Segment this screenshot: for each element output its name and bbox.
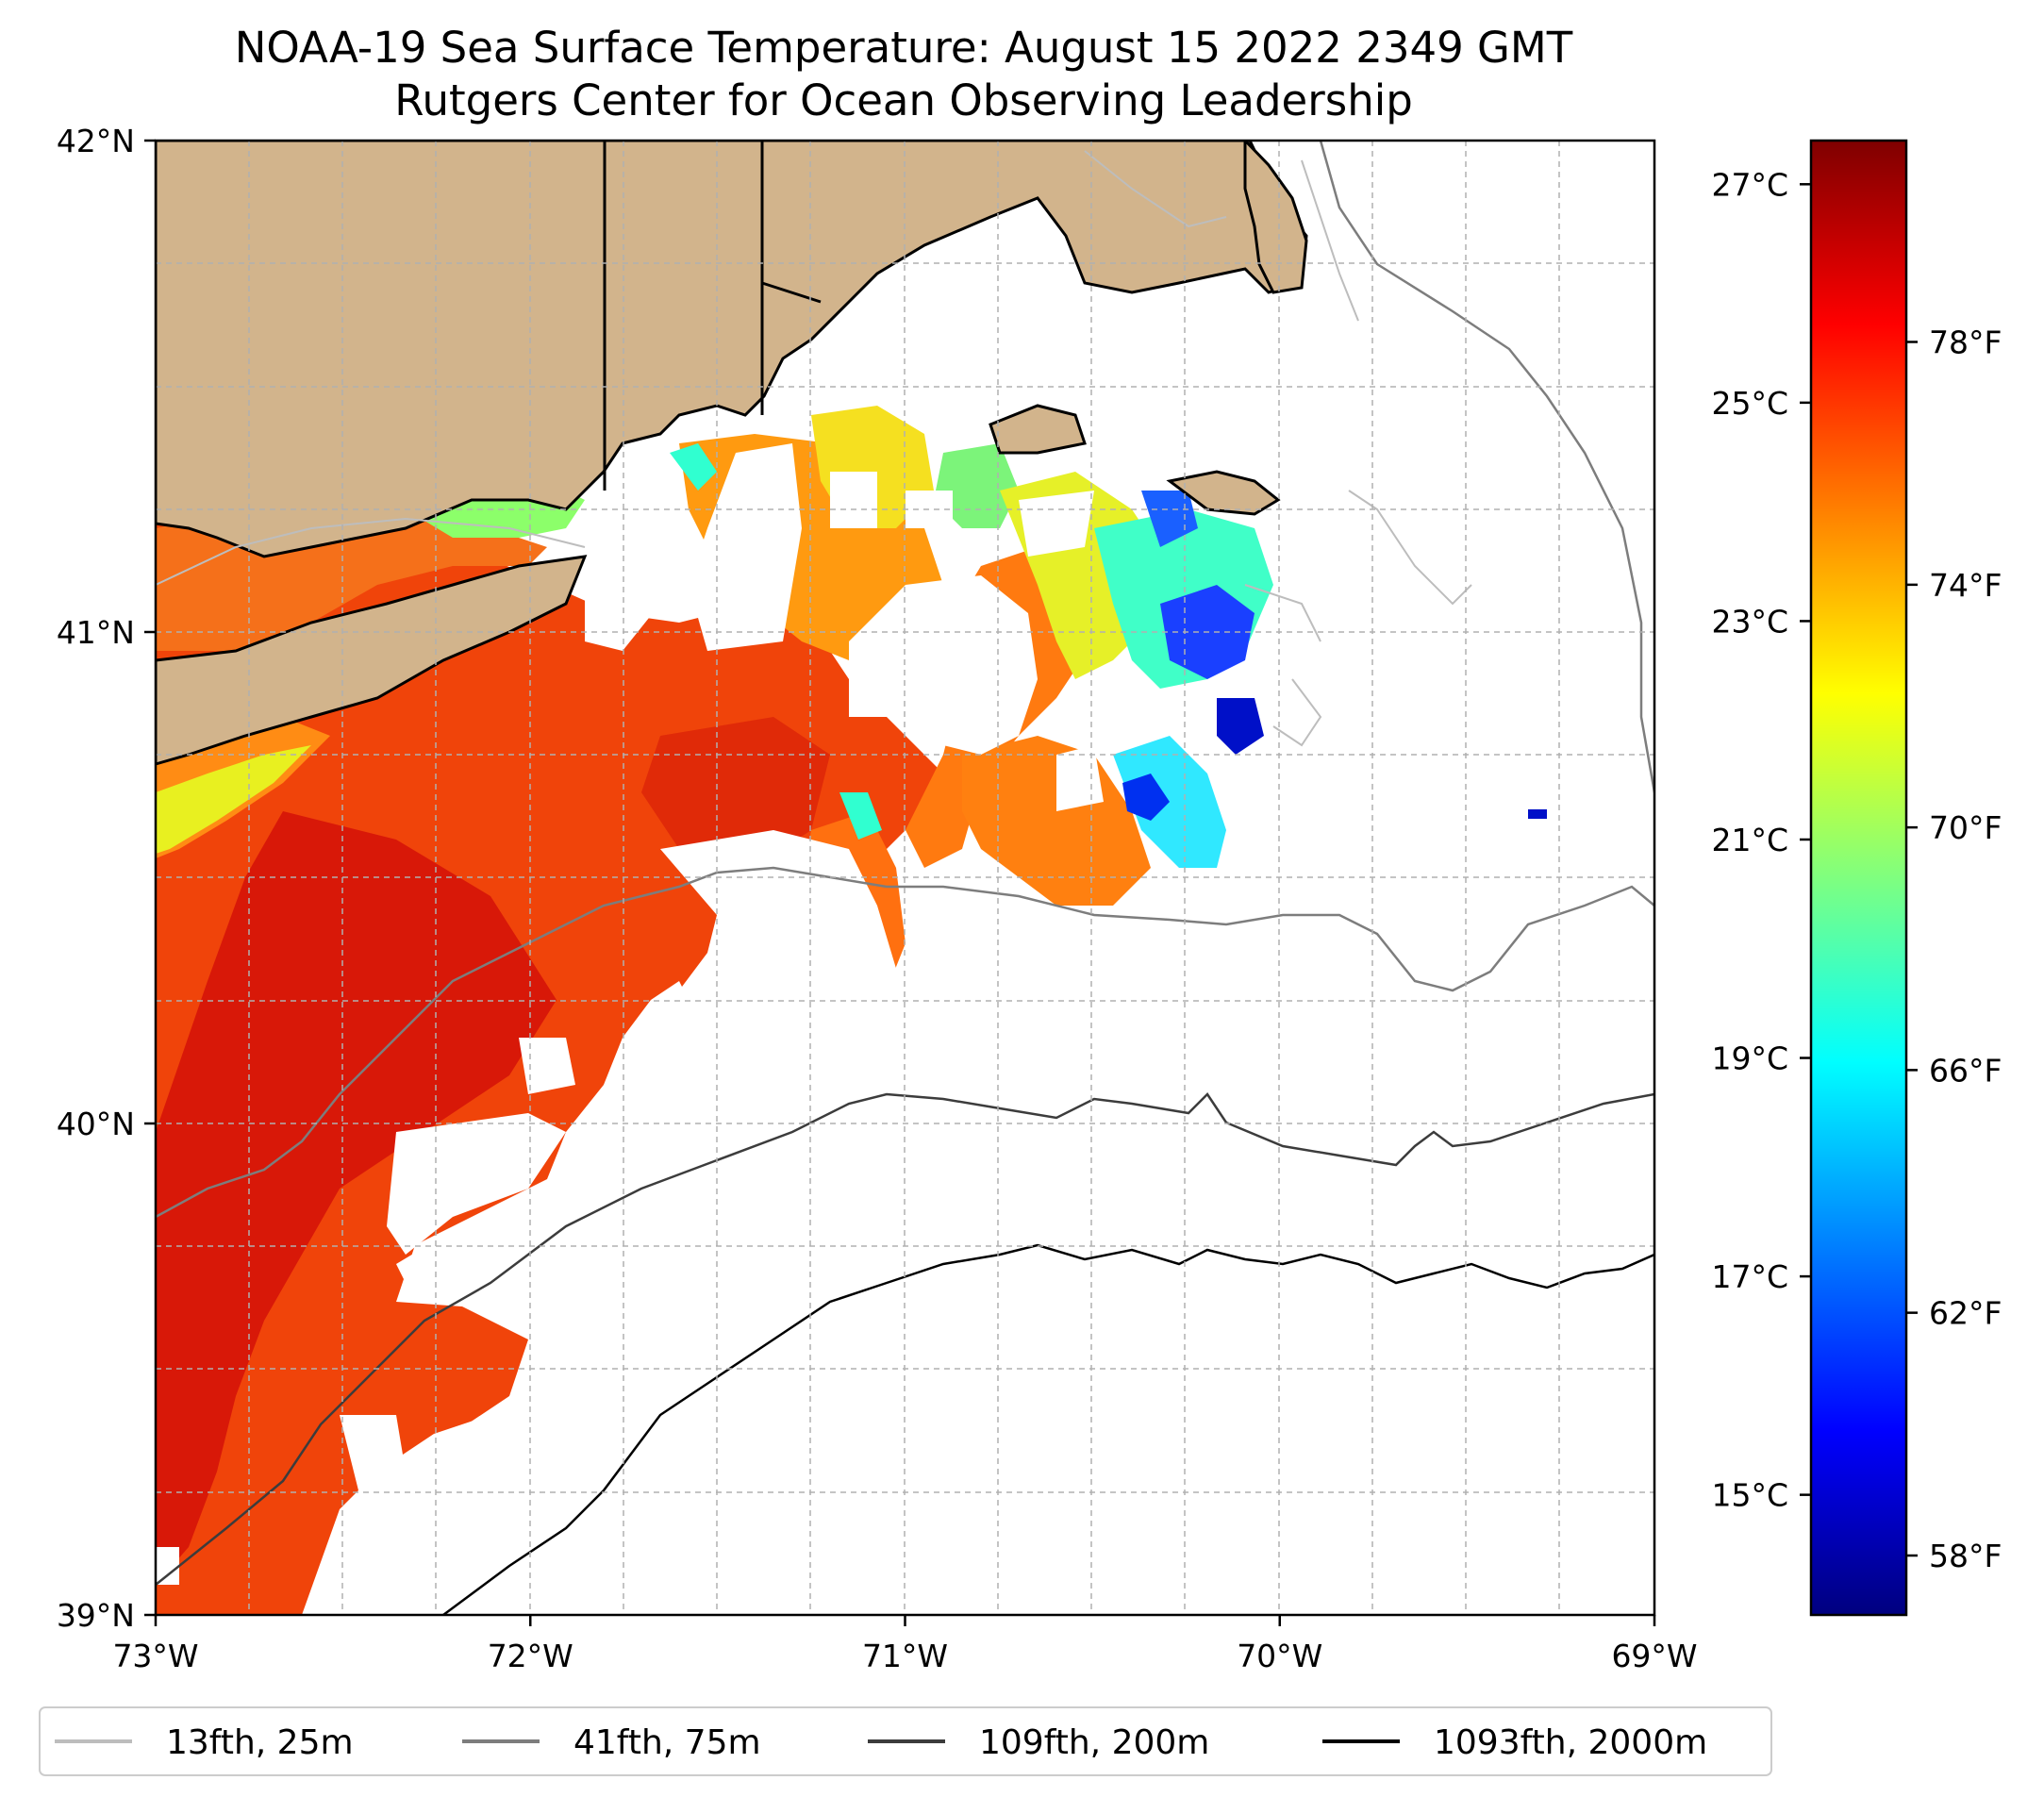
celsius-tick-label: 25°C bbox=[1711, 385, 1788, 422]
celsius-tick-label: 19°C bbox=[1711, 1040, 1788, 1077]
hole-center bbox=[849, 575, 1038, 755]
hole-block-island bbox=[585, 528, 660, 651]
land-cape-cod bbox=[1243, 141, 1308, 294]
fahrenheit-tick-label: 74°F bbox=[1929, 567, 2002, 604]
celsius-tick-label: 17°C bbox=[1711, 1258, 1788, 1295]
celsius-tick-label: 27°C bbox=[1711, 166, 1788, 203]
contour-2000m bbox=[442, 1243, 1654, 1615]
land bbox=[156, 141, 1308, 766]
gridlines bbox=[156, 141, 1654, 1615]
fahrenheit-tick-label: 70°F bbox=[1929, 809, 2002, 846]
hole-sw-2 bbox=[340, 1415, 406, 1490]
celsius-tick-label: 21°C bbox=[1711, 822, 1788, 858]
y-tick-label: 40°N bbox=[57, 1106, 135, 1142]
fahrenheit-tick-label: 58°F bbox=[1929, 1538, 2002, 1574]
legend-label: 109fth, 200m bbox=[979, 1723, 1209, 1762]
x-tick-label: 70°W bbox=[1237, 1638, 1322, 1674]
sst-cyan-edge-1 bbox=[839, 792, 882, 840]
sst-orange-southeast bbox=[962, 736, 1151, 906]
x-tick-label: 71°W bbox=[862, 1638, 948, 1674]
sst-cyan-edge-2 bbox=[670, 443, 717, 491]
hole-ne bbox=[1019, 491, 1094, 557]
colorbar-fahrenheit-axis: 58°F 62°F 66°F 70°F 74°F 78°F bbox=[1906, 324, 2002, 1574]
celsius-tick-label: 15°C bbox=[1711, 1477, 1788, 1514]
title-line-1: NOAA-19 Sea Surface Temperature: August … bbox=[235, 23, 1573, 73]
x-axis: 73°W 72°W 71°W 70°W 69°W bbox=[112, 1615, 1698, 1674]
title-line-2: Rutgers Center for Ocean Observing Leade… bbox=[394, 75, 1413, 125]
colorbar-celsius-axis: 15°C 17°C 19°C 21°C 23°C 25°C 27°C bbox=[1711, 166, 1811, 1514]
x-tick-label: 73°W bbox=[112, 1638, 198, 1674]
sst-small-patch-5 bbox=[1528, 809, 1547, 819]
legend-label: 13fth, 25m bbox=[166, 1723, 354, 1762]
hole-coast-1 bbox=[519, 1038, 575, 1094]
land-marthas-vineyard bbox=[989, 404, 1087, 455]
y-axis: 39°N 40°N 41°N 42°N bbox=[57, 123, 156, 1634]
gridlines-horizontal bbox=[156, 262, 1654, 1493]
fahrenheit-tick-label: 66°F bbox=[1929, 1052, 2002, 1089]
y-tick-label: 42°N bbox=[57, 123, 135, 159]
land-new-england bbox=[156, 141, 1308, 558]
contour-200m bbox=[156, 1092, 1654, 1586]
bathymetry-contours bbox=[156, 141, 1654, 1615]
celsius-tick-label: 23°C bbox=[1711, 603, 1788, 640]
contour-25m bbox=[156, 150, 1472, 747]
hole-sw-3 bbox=[156, 1547, 179, 1585]
y-tick-label: 41°N bbox=[57, 614, 135, 651]
x-tick-label: 72°W bbox=[488, 1638, 573, 1674]
sst-blue-southeast bbox=[1122, 774, 1170, 821]
sst-yellow-nearshore bbox=[156, 745, 311, 854]
land-long-island bbox=[156, 555, 588, 766]
map-panel bbox=[156, 141, 1654, 1615]
sst-hot-core bbox=[156, 811, 557, 1585]
colorbar bbox=[1809, 139, 1908, 1617]
legend: 13fth, 25m 41fth, 75m 109fth, 200m 1093fth,… bbox=[55, 1723, 1707, 1762]
y-tick-label: 39°N bbox=[57, 1597, 135, 1634]
fahrenheit-tick-label: 62°F bbox=[1929, 1295, 2002, 1332]
legend-label: 1093fth, 2000m bbox=[1434, 1723, 1707, 1762]
sst-blue-patch-2 bbox=[1141, 491, 1198, 547]
legend-label: 41fth, 75m bbox=[573, 1723, 761, 1762]
contour-75m bbox=[156, 141, 1654, 1219]
sst-blue-patch-1 bbox=[1217, 698, 1264, 755]
fahrenheit-tick-label: 78°F bbox=[1929, 324, 2002, 360]
x-tick-label: 69°W bbox=[1611, 1638, 1697, 1674]
hole-sw-coast bbox=[387, 1113, 566, 1255]
hole-shelf-south bbox=[302, 830, 1654, 1615]
hole-north-2 bbox=[830, 472, 877, 528]
